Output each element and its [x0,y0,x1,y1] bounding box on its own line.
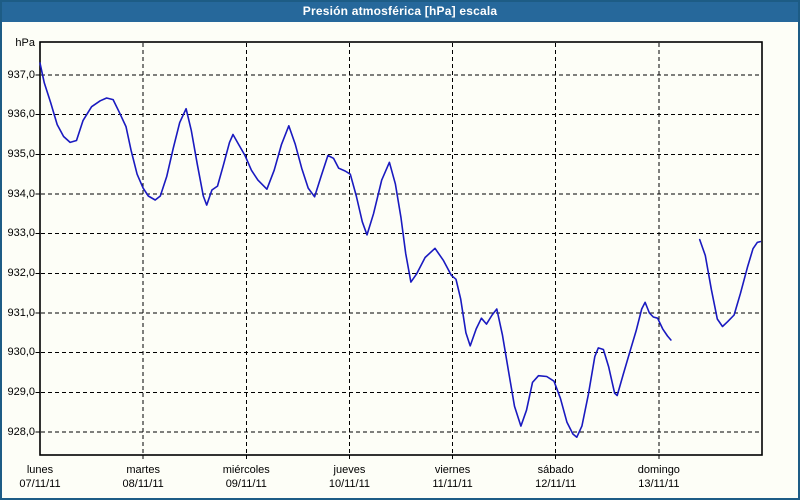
day-name: domingo [637,464,680,476]
x-day-label: domingo 13/11/11 [614,463,704,491]
plot-border [39,41,763,456]
day-date: 11/11/11 [432,478,473,490]
day-name: martes [126,464,160,476]
x-day-label: lunes 07/11/11 [0,463,85,491]
day-name: lunes [26,464,54,476]
day-name: miércoles [222,464,270,476]
day-name: sábado [537,464,574,476]
x-day-label: jueves 10/11/11 [304,463,394,491]
x-day-label: viernes 11/11/11 [408,463,498,491]
y-tick-label: 933,0 [7,227,35,240]
y-tick-label: 934,0 [7,187,35,200]
y-tick-label: 932,0 [7,266,35,279]
chart-title: Presión atmosférica [hPa] escala [302,4,498,18]
y-axis-unit-label: hPa [15,37,35,49]
x-day-label: martes 08/11/11 [98,463,188,491]
day-date: 07/11/11 [19,478,61,490]
day-name: viernes [434,464,471,476]
day-date: 09/11/11 [225,478,267,490]
day-date: 10/11/11 [328,478,371,490]
y-tick-label: 936,0 [7,108,35,121]
day-date: 13/11/11 [638,478,680,490]
y-tick-label: 928,0 [7,425,35,438]
y-tick-label: 931,0 [7,306,35,319]
day-date: 12/11/11 [535,478,577,490]
x-day-label: sábado 12/11/11 [511,463,601,491]
day-date: 08/11/11 [122,478,164,490]
chart-title-bar: Presión atmosférica [hPa] escala [0,0,800,22]
y-tick-label: 930,0 [7,346,35,359]
day-name: jueves [333,464,366,476]
y-tick-label: 935,0 [7,147,35,160]
y-tick-label: 929,0 [7,385,35,398]
pressure-line [39,62,672,439]
pressure-line [698,238,762,328]
y-tick-label: 937,0 [7,68,35,81]
x-day-label: miércoles 09/11/11 [201,463,291,491]
